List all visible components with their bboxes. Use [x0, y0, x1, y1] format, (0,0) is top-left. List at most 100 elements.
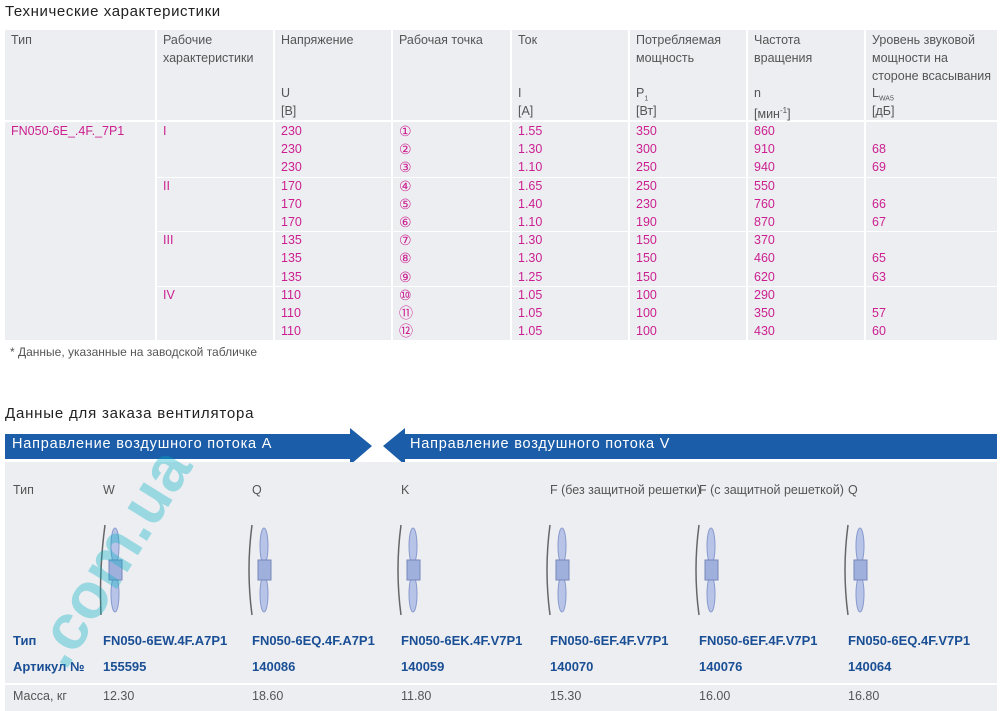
- symbol: U: [281, 86, 291, 100]
- design-label: Q: [848, 483, 858, 497]
- cell-value: ⑦: [399, 232, 412, 249]
- cell-value: 110: [281, 306, 301, 320]
- group-label: II: [163, 178, 170, 193]
- group-cell: [512, 286, 628, 341]
- symbol: n: [754, 86, 761, 100]
- header-label: Уровень звуковой мощности на стороне вса…: [872, 33, 992, 83]
- cell-value: 430: [754, 324, 775, 339]
- cell-value: 190: [636, 215, 657, 229]
- design-label: Q: [252, 483, 262, 497]
- variant-type: FN050-6EQ.4F.V7P1: [848, 633, 971, 648]
- cell-value: 170: [281, 215, 302, 229]
- flow-label: Направление воздушного потока A: [12, 436, 273, 452]
- header-label: Тип: [11, 33, 32, 47]
- variant-article: 140086: [252, 659, 296, 674]
- cell-value: 1.40: [518, 196, 543, 211]
- header-symbol: I: [518, 84, 521, 102]
- group-cell: [157, 122, 273, 177]
- cell-value: 100: [636, 324, 657, 339]
- cell-value: 170: [281, 178, 302, 193]
- cell-value: 370: [754, 233, 775, 248]
- cell-value: 150: [636, 233, 657, 248]
- cell-value: ④: [399, 177, 412, 194]
- cell-value: 135: [281, 269, 302, 284]
- cell-value: 860: [754, 124, 775, 138]
- header-unit: [В]: [281, 102, 296, 120]
- variant-article: 155595: [103, 659, 147, 674]
- cell-value: 1.30: [518, 142, 543, 157]
- cell-value: 1.30: [518, 233, 543, 248]
- flow-label: Направление воздушного потока V: [410, 436, 671, 452]
- cell-value: 230: [281, 142, 302, 157]
- type-value: FN050-6E_.4F._7P1: [11, 124, 125, 138]
- group-cell: [393, 232, 510, 286]
- header-label: Рабочая точка: [399, 33, 483, 47]
- symbol: I: [518, 86, 522, 100]
- fan-drawing: [691, 520, 751, 625]
- cell-value: 1.10: [518, 160, 543, 175]
- cell-value: 150: [636, 269, 657, 284]
- header-label: Напряжение: [281, 33, 354, 47]
- variant-article: 140076: [699, 659, 743, 674]
- fan-drawing: [95, 520, 155, 625]
- group-cell: [157, 286, 273, 341]
- header-cell: [5, 30, 155, 120]
- header-symbol: P1: [636, 84, 648, 109]
- variant-type: FN050-6EW.4F.A7P1: [103, 633, 228, 648]
- symbol: L: [872, 86, 879, 100]
- cell-value: ①: [399, 123, 412, 139]
- cell-value: 1.05: [518, 287, 543, 302]
- group-cell: [748, 122, 864, 177]
- arrow-left: [383, 428, 997, 465]
- cell-value: 940: [754, 160, 775, 175]
- group-cell: [630, 286, 746, 341]
- cell-value: ⑧: [399, 250, 412, 267]
- header-label: Потребляемая мощность: [636, 33, 722, 65]
- cell-value: 870: [754, 215, 775, 229]
- order-panel: [5, 462, 997, 683]
- group-cell: [512, 177, 628, 232]
- cell-value: 60: [872, 324, 886, 339]
- cell-value: 110: [281, 287, 301, 302]
- design-label: F (без защитной решетки): [550, 483, 701, 497]
- arrow-right: [5, 428, 372, 465]
- header-label: Частота вращения: [754, 33, 813, 65]
- header-unit: [мин-1]: [754, 102, 791, 123]
- group-cell: [866, 286, 997, 341]
- header-cell: [393, 30, 510, 120]
- group-cell: [512, 122, 628, 177]
- cell-value: 63: [872, 269, 886, 284]
- variant-article: 140059: [401, 659, 445, 674]
- symbol-sub: WA5: [878, 95, 894, 103]
- design-label: K: [401, 483, 410, 497]
- unit: [Вт]: [636, 104, 657, 118]
- row-label: Тип: [13, 633, 37, 648]
- footnote: * Данные, указанные на заводской табличк…: [10, 345, 258, 360]
- cell-value: 230: [281, 160, 302, 175]
- cell-value: 910: [754, 142, 775, 157]
- cell-value: 135: [281, 251, 302, 266]
- cell-value: 620: [754, 269, 775, 284]
- fan-drawing: [244, 520, 527, 625]
- variant-type: FN050-6EQ.4F.A7P1: [252, 633, 375, 648]
- mass-panel: [5, 685, 997, 711]
- cell-value: 460: [754, 251, 775, 266]
- group-cell: [275, 122, 391, 177]
- unit: [А]: [518, 104, 534, 118]
- cell-value: ③: [399, 159, 412, 176]
- header-cell: [630, 30, 746, 120]
- header-unit: [дБ]: [872, 102, 894, 120]
- design-label: W: [103, 483, 115, 497]
- cell-value: 760: [754, 196, 775, 211]
- section-title: Технические характеристики: [5, 3, 221, 20]
- variant-mass: 15.30: [550, 689, 582, 703]
- cell-value: 68: [872, 142, 886, 157]
- cell-value: 1.10: [518, 215, 543, 229]
- cell-value: ⑪: [399, 305, 413, 321]
- group-label: III: [163, 233, 174, 248]
- group-cell: [275, 232, 391, 286]
- cell-value: 100: [636, 287, 657, 302]
- cell-value: 1.65: [518, 178, 543, 193]
- unit: [дБ]: [872, 104, 895, 118]
- cell-value: 1.05: [518, 324, 543, 339]
